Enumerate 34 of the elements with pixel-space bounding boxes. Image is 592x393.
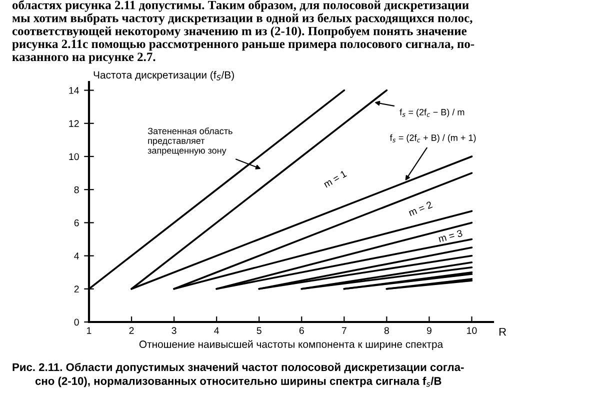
text: соответствующей некоторому значению m из (2-10). Попробуем понять значение [12, 26, 467, 38]
annotation: Затененная область представляет запрещенную зону [148, 128, 232, 156]
y-tick-label: 6 [74, 219, 79, 226]
x-tick-label: 10 [467, 327, 477, 334]
text: R [499, 328, 506, 336]
annotation: m = 2 [408, 201, 433, 216]
text: казанного на рисунке 2.7. [12, 52, 156, 64]
text: сно (2-10), нормализованных относительно ширины спектра сигнала f$_{s}$/B [35, 376, 442, 388]
x-tick-label: 6 [299, 327, 304, 334]
y-tick-label: 10 [69, 153, 79, 160]
x-tick-label: 4 [214, 327, 219, 334]
annotation: f$_{s}$ = (2f$_{c}$ + B) / (m + 1) [390, 134, 476, 143]
x-tick-label: 5 [256, 327, 262, 334]
x-axis-title: Отношение наивысшей частоты компонента к ширине спектра [139, 340, 444, 350]
text: областях рисунка 2.11 допустимы. Таким образом, для полосовой дискретизации [12, 0, 469, 12]
text: Рис. 2.11. Области допустимых значений частот полосовой дискретизации согла- [12, 362, 464, 374]
x-tick-label: 8 [384, 327, 389, 334]
annotation: f$_{s}$ = (2f$_{c}$ − B) / m [400, 108, 464, 118]
text: рисунка 2.11c помощью рассмотренного раньше примера полосового сигнала, по- [12, 40, 474, 51]
y-tick-label: 12 [69, 120, 79, 127]
y-tick-label: 14 [69, 87, 79, 94]
x-tick-label: 1 [87, 327, 92, 334]
y-tick-label: 4 [74, 252, 79, 260]
y-tick-label: 8 [74, 186, 79, 194]
x-tick-label: 7 [342, 327, 346, 334]
y-tick-label: 2 [74, 286, 79, 292]
y-axis-title: Частота дискретизации (f$_{S}$/B) [94, 71, 234, 81]
x-tick-label: 9 [426, 327, 432, 334]
x-tick-label: 2 [129, 327, 134, 334]
y-tick-label: 0 [74, 318, 79, 326]
annotation: m = 1 [323, 170, 347, 188]
x-tick-label: 3 [172, 327, 176, 334]
text: мы хотим выбрать частоту дискретизации в одной из белых расходящихся полос, [12, 13, 472, 25]
annotation: m = 3 [438, 230, 463, 242]
